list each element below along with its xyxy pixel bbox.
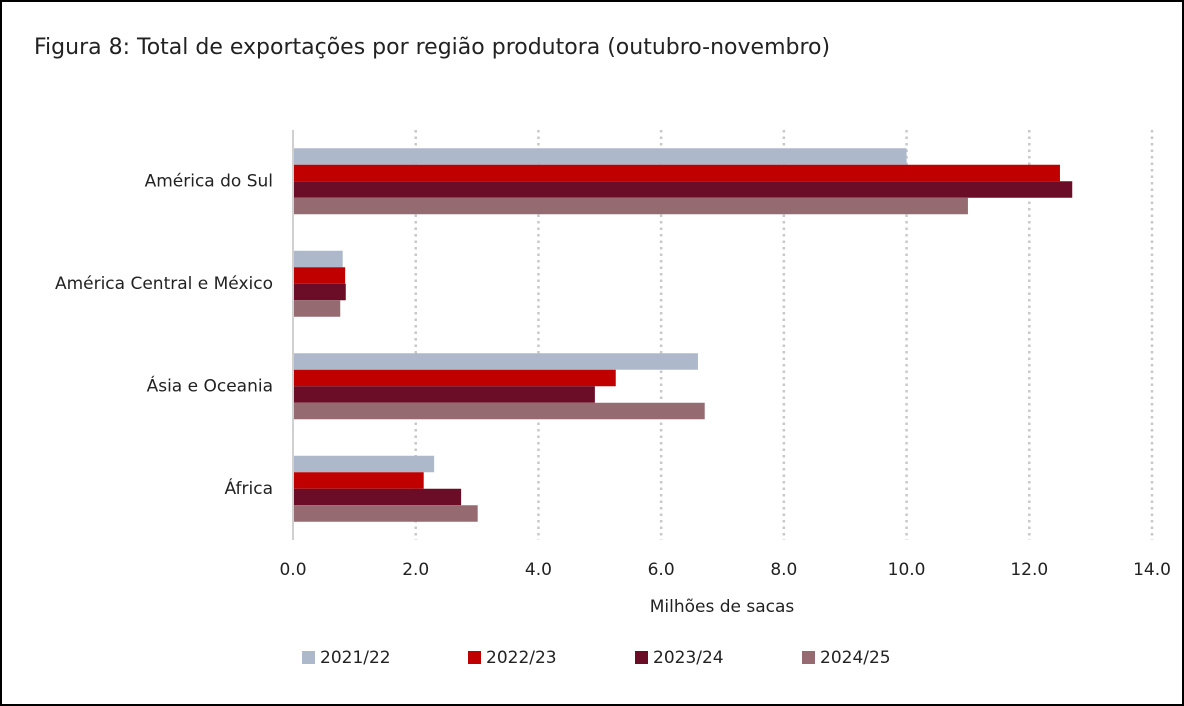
x-tick-label: 6.0 [648,560,675,580]
chart-title: Figura 8: Total de exportações por regiã… [34,35,830,60]
x-tick-label: 14.0 [1133,560,1171,580]
x-tick-label: 12.0 [1010,560,1048,580]
legend-label: 2021/22 [320,648,391,668]
bar [293,267,346,284]
legend-swatch [802,651,815,664]
bar [293,505,478,522]
x-tick-label: 2.0 [402,560,429,580]
bar [293,250,343,268]
bar [293,386,595,403]
bar [293,164,1060,182]
bar [293,148,907,165]
y-tick-label: América do Sul [145,171,273,191]
legend-swatch [302,651,315,664]
bar [293,353,698,370]
y-tick-label: Ásia e Oceania [147,374,273,396]
bar [293,455,435,473]
x-tick-label: 0.0 [279,560,306,580]
legend-swatch [468,651,481,664]
x-axis-title: Milhões de sacas [650,597,795,617]
y-tick-label: América Central e México [55,274,273,294]
x-tick-label: 10.0 [888,560,926,580]
bar [293,369,616,387]
legend-label: 2024/25 [820,648,891,668]
bar [293,197,968,215]
bar [293,402,705,420]
x-tick-label: 4.0 [525,560,552,580]
legend-label: 2022/23 [486,648,557,668]
bar [293,300,341,317]
y-tick-label: África [225,477,274,499]
bar [293,488,462,506]
legend-swatch [635,651,648,664]
bar [293,181,1073,198]
bar [293,472,424,489]
bar [293,283,346,301]
legend-label: 2023/24 [653,648,724,668]
x-tick-label: 8.0 [770,560,797,580]
